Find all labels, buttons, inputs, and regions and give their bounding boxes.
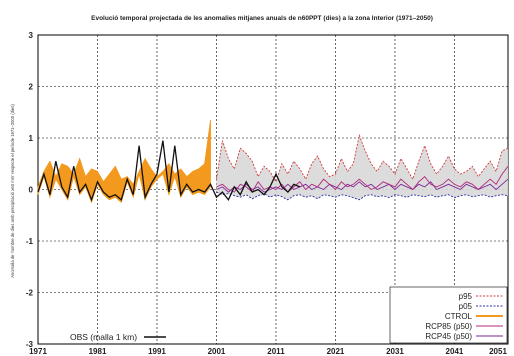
legend-label: p05 <box>459 302 473 311</box>
y-tick-label: 3 <box>29 31 34 40</box>
band-p05-p95 <box>216 135 508 200</box>
x-tick-label: 2011 <box>267 347 285 356</box>
y-tick-label: 2 <box>29 83 34 92</box>
y-tick-label: -3 <box>26 340 34 349</box>
chart-title: Evolució temporal projectada de les anom… <box>91 15 433 22</box>
series-layer <box>37 119 509 204</box>
y-tick-label: -1 <box>26 237 34 246</box>
x-tick-label: 2031 <box>386 347 404 356</box>
y-tick-label: 0 <box>29 186 34 195</box>
x-tick-labels: 1971 1981 1991 2001 2011 2021 2031 2041 2051 <box>29 347 507 356</box>
y-axis-label: Anomalia de 'nombre de dies amb precipit… <box>10 104 15 278</box>
legend-label: RCP45 (p50) <box>425 332 472 341</box>
obs-legend-label: OBS (malla 1 km) <box>70 332 137 342</box>
x-tick-label: 2041 <box>446 347 464 356</box>
legend-label: RCP85 (p50) <box>425 322 472 331</box>
series-obs-malla-1-km <box>37 140 301 202</box>
x-tick-label: 1981 <box>89 347 107 356</box>
x-tick-label: 2001 <box>208 347 226 356</box>
legend-label: CTROL <box>445 312 473 321</box>
y-tick-label: -2 <box>26 289 34 298</box>
series-rcp45-p50 <box>216 178 509 193</box>
x-tick-label: 2021 <box>327 347 345 356</box>
confidence-band <box>216 135 508 200</box>
x-tick-label: 1971 <box>29 347 47 356</box>
x-tick-label: 1991 <box>148 347 166 356</box>
legend-label: p95 <box>459 292 473 301</box>
series-p95 <box>216 133 509 183</box>
y-tick-labels: 3 2 1 0 -1 -2 -3 <box>26 31 34 349</box>
y-tick-label: 1 <box>29 134 34 143</box>
series-rcp85-p50 <box>216 166 509 193</box>
obs-legend: OBS (malla 1 km) <box>70 332 166 342</box>
x-tick-label: 2051 <box>489 347 507 356</box>
